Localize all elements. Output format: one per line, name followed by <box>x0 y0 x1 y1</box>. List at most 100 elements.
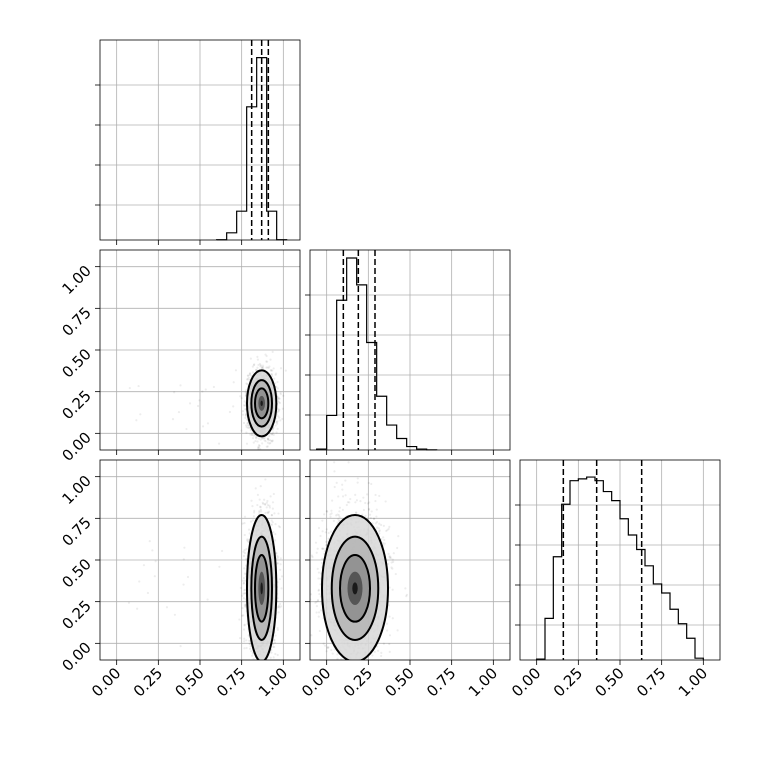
scatter-point <box>128 386 131 390</box>
scatter-point <box>206 422 210 425</box>
scatter-point <box>259 505 262 509</box>
scatter-point <box>234 369 238 372</box>
scatter-point <box>258 444 261 448</box>
scatter-point <box>259 448 262 450</box>
scatter-point <box>248 532 251 535</box>
panel-1-0: 0.000.250.500.751.00 <box>58 249 301 465</box>
scatter-point <box>279 605 283 608</box>
scatter-point <box>242 592 245 595</box>
scatter-point <box>171 418 175 421</box>
scatter-point <box>241 594 244 597</box>
scatter-point <box>220 549 224 553</box>
scatter-point <box>273 512 276 515</box>
scatter-point <box>266 441 269 444</box>
scatter-point <box>268 506 271 509</box>
scatter-point <box>265 664 267 666</box>
scatter-point <box>253 363 256 366</box>
scatter-point <box>282 394 285 397</box>
contour-line <box>245 369 278 438</box>
scatter-point <box>270 439 273 443</box>
scatter-point <box>269 441 272 445</box>
scatter-point <box>277 415 280 418</box>
scatter-point <box>255 667 257 669</box>
scatter-point <box>244 665 246 667</box>
scatter-point <box>188 402 192 405</box>
scatter-point <box>240 429 243 432</box>
scatter-point <box>242 628 246 631</box>
scatter-point <box>274 372 278 375</box>
scatter-point <box>279 568 282 571</box>
scatter-point <box>272 431 275 434</box>
scatter-point <box>179 384 182 387</box>
scatter-point <box>253 691 255 693</box>
scatter-point <box>284 369 287 372</box>
scatter-point <box>245 431 248 434</box>
scatter-point <box>261 664 263 666</box>
scatter-point <box>241 579 244 582</box>
scatter-point <box>248 647 252 650</box>
scatter-point <box>242 554 246 558</box>
scatter-point <box>249 663 251 665</box>
scatter-point <box>249 372 252 375</box>
scatter-point <box>273 645 276 649</box>
scatter-point <box>151 549 154 552</box>
scatter-point <box>277 555 280 558</box>
scatter-point <box>264 440 267 443</box>
scatter-point <box>270 433 274 436</box>
scatter-point <box>243 572 247 575</box>
scatter-point <box>275 554 279 557</box>
scatter-point <box>262 669 264 671</box>
scatter-point <box>259 508 262 511</box>
scatter-point <box>239 637 242 640</box>
scatter-point <box>270 514 274 517</box>
scatter-point <box>256 447 260 450</box>
scatter-point <box>185 427 188 431</box>
scatter-point <box>265 366 268 369</box>
scatter-point <box>253 511 256 514</box>
scatter-point <box>255 437 258 440</box>
scatter-point <box>255 676 257 678</box>
scatter-point <box>266 504 270 507</box>
scatter-point <box>266 499 269 503</box>
scatter-point <box>279 602 282 606</box>
scatter-point <box>272 530 275 534</box>
scatter-point <box>267 366 270 370</box>
scatter-point <box>276 628 279 631</box>
scatter-point <box>241 410 245 413</box>
scatter-point <box>267 510 271 513</box>
scatter-point <box>252 434 255 437</box>
scatter-point <box>271 428 274 431</box>
scatter-point <box>263 498 266 501</box>
scatter-point <box>242 597 246 600</box>
scatter-point <box>272 643 275 646</box>
scatter-point <box>279 419 282 422</box>
scatter-point <box>246 421 250 425</box>
scatter-point <box>270 373 273 376</box>
scatter-point <box>273 665 275 667</box>
scatter-point <box>267 437 270 440</box>
scatter-point <box>244 588 247 591</box>
scatter-point <box>273 639 276 642</box>
scatter-point <box>274 424 277 427</box>
scatter-point <box>264 664 266 666</box>
scatter-point <box>265 354 268 358</box>
scatter-point <box>256 493 260 496</box>
scatter-point <box>260 510 263 513</box>
scatter-point <box>280 587 283 590</box>
scatter-point <box>272 492 275 496</box>
scatter-point <box>263 439 266 442</box>
scatter-point <box>249 645 252 648</box>
scatter-point <box>154 560 157 563</box>
scatter-point <box>271 375 274 378</box>
scatter-point <box>261 501 264 504</box>
scatter-point <box>251 437 255 440</box>
scatter-point <box>173 613 176 616</box>
scatter-point <box>272 433 275 436</box>
scatter-point <box>281 407 284 410</box>
scatter-point <box>249 357 252 360</box>
scatter-point <box>260 366 264 369</box>
scatter-point <box>252 515 255 518</box>
scatter-point <box>251 654 254 657</box>
scatter-point <box>256 355 259 358</box>
scatter-point <box>251 365 254 368</box>
